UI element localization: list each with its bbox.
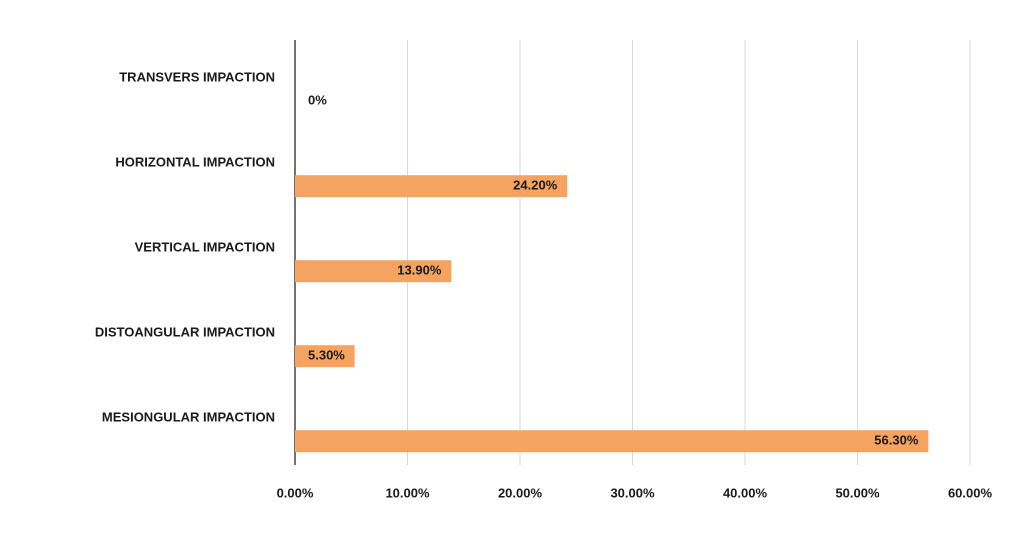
bar bbox=[295, 430, 929, 453]
x-tick-label: 20.00% bbox=[498, 485, 543, 500]
category-label: DISTOANGULAR IMPACTION bbox=[95, 325, 275, 340]
data-label: 56.30% bbox=[874, 433, 919, 448]
data-label: 13.90% bbox=[397, 263, 442, 278]
x-tick-label: 50.00% bbox=[835, 485, 880, 500]
data-label: 5.30% bbox=[308, 348, 345, 363]
x-tick-label: 60.00% bbox=[948, 485, 993, 500]
category-label: HORIZONTAL IMPACTION bbox=[115, 155, 275, 170]
bar bbox=[295, 260, 452, 283]
category-label: TRANSVERS IMPACTION bbox=[119, 70, 275, 85]
data-label: 0% bbox=[308, 93, 327, 108]
x-tick-label: 40.00% bbox=[723, 485, 768, 500]
bar bbox=[295, 345, 355, 368]
x-tick-label: 10.00% bbox=[385, 485, 430, 500]
category-label: MESIONGULAR IMPACTION bbox=[102, 410, 275, 425]
bar bbox=[295, 175, 568, 198]
x-tick-label: 0.00% bbox=[277, 485, 314, 500]
x-tick-label: 30.00% bbox=[610, 485, 655, 500]
data-label: 24.20% bbox=[513, 178, 558, 193]
category-label: VERTICAL IMPACTION bbox=[135, 240, 275, 255]
